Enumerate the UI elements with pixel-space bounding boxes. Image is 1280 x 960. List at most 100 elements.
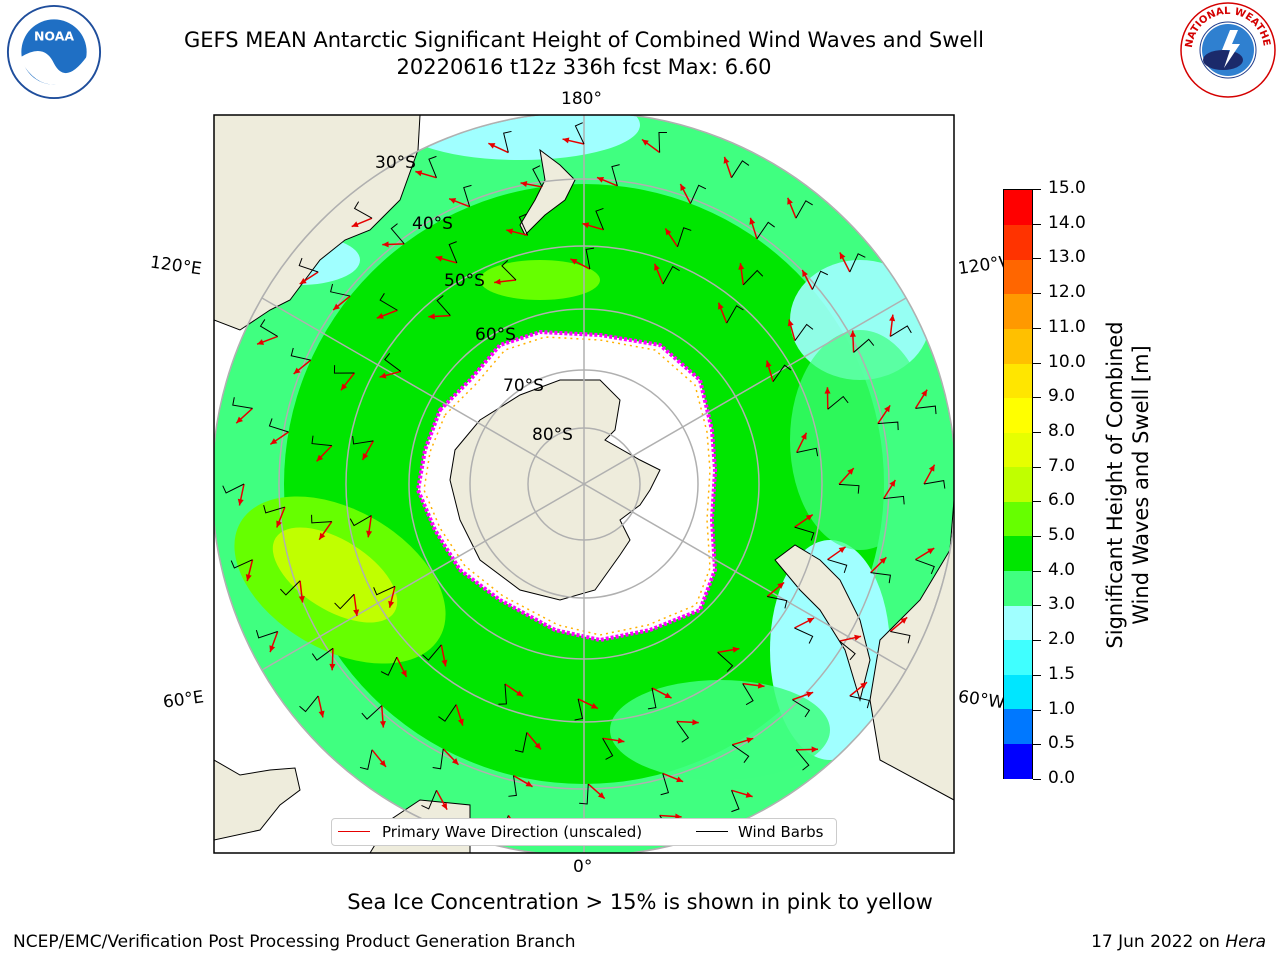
colorbar-segment [1004, 432, 1032, 468]
nws-logo: NATIONAL WEATHER SERVICE [1178, 0, 1276, 98]
wind-barb [232, 397, 253, 409]
colorbar-tick [1033, 605, 1041, 607]
wind-barb [795, 749, 810, 771]
colorbar-tick [1033, 674, 1041, 676]
wave-arrow-head [353, 609, 360, 617]
wave-arrow-head [802, 269, 808, 277]
wave-arrow-head [379, 372, 387, 379]
colorbar-tick [1033, 501, 1041, 503]
wave-arrow-head [839, 252, 846, 260]
wind-barb [438, 704, 457, 722]
wave-arrow-head [293, 367, 301, 374]
wind-barb [677, 227, 692, 247]
wave-arrow-head [765, 360, 772, 368]
colorbar-title-line1: Significant Height of Combined [1103, 321, 1127, 649]
wind-barb [731, 744, 750, 763]
colorbar-tick-label: 4.0 [1048, 559, 1076, 580]
wind-barb [890, 631, 911, 644]
wave-arrow-head [665, 228, 672, 236]
wave-arrow-head [319, 532, 326, 540]
lon-label-180: 180° [561, 89, 602, 109]
wave-arrow-head [732, 646, 740, 653]
wind-barb [349, 515, 372, 527]
wind-barb [731, 160, 750, 178]
wind-barb [731, 790, 740, 813]
wind-barb [838, 483, 860, 494]
wave-arrow-head [318, 710, 325, 718]
wind-barb [518, 213, 529, 236]
wave-arrow-head [516, 690, 524, 697]
legend-wind-label: Wind Barbs [738, 823, 824, 841]
wind-barb [795, 200, 813, 219]
wind-barb [333, 365, 355, 374]
wind-barb [373, 585, 396, 596]
colorbar-tick [1033, 397, 1041, 399]
wind-barb [915, 559, 935, 575]
wave-arrow-head [824, 387, 831, 394]
wave-arrow-head [745, 791, 753, 798]
colorbar-segment [1004, 639, 1032, 675]
wind-barb [883, 495, 905, 505]
wind-barb [290, 347, 311, 361]
land-masses [214, 115, 954, 853]
colorbar-tick-label: 6.0 [1048, 490, 1076, 511]
wave-arrow-head [811, 746, 818, 753]
wave-arrow-head [329, 663, 336, 671]
wave-arrow-head [449, 198, 457, 204]
colorbar-segment [1004, 190, 1032, 226]
wind-barb [255, 629, 278, 639]
wind-barb [595, 207, 604, 230]
wind-barb [839, 640, 856, 661]
wave-arrow-head [884, 405, 891, 413]
wave-arrow-head [451, 758, 459, 765]
wave-arrow-head [889, 479, 896, 487]
wind-barb [448, 241, 458, 264]
wave-arrow-head [400, 669, 407, 677]
wind-barb [853, 338, 875, 353]
wave-arrow-head [298, 595, 305, 603]
colorbar-tick-label: 7.0 [1048, 455, 1076, 476]
colorbar-tick-label: 14.0 [1048, 212, 1086, 233]
wave-arrow-head [520, 181, 528, 188]
wind-barb [792, 699, 811, 718]
lon-label-0: 0° [573, 857, 593, 877]
wave-arrow-head [366, 530, 373, 538]
wind-barb [827, 559, 848, 574]
map-legend: Primary Wave Direction (unscaled) Wind B… [331, 818, 837, 846]
colorbar-tick [1033, 362, 1041, 364]
wave-arrow-head [488, 143, 496, 149]
wind-barb [436, 295, 451, 316]
wave-arrow-head [270, 438, 278, 445]
colorbar-segment [1004, 535, 1032, 572]
wave-arrow-head [746, 737, 754, 744]
colorbar-segment [1004, 605, 1032, 641]
colorbar [1003, 189, 1033, 779]
wind-barb [422, 644, 442, 661]
wave-arrow-head [787, 197, 793, 205]
wind-barb [432, 748, 444, 770]
wind-barb [767, 596, 788, 609]
chart-title: GEFS MEAN Antarctic Significant Height o… [183, 28, 985, 52]
wind-barb [849, 695, 870, 709]
wave-arrow-head [441, 802, 448, 810]
colorbar-tick [1033, 466, 1041, 468]
colorbar-segment [1004, 501, 1032, 537]
graticule [214, 115, 954, 853]
wave-wind-vectors [222, 122, 946, 846]
colorbar-tick [1033, 744, 1041, 746]
wave-arrow-head [692, 719, 699, 726]
wind-barb [611, 164, 620, 187]
wind-barb [915, 405, 937, 415]
colorbar-tick-label: 0.0 [1048, 768, 1076, 788]
wave-arrow-head [382, 241, 389, 248]
colorbar-tick-label: 12.0 [1048, 282, 1086, 303]
wave-arrow-head [664, 692, 672, 699]
wind-barb [662, 265, 680, 285]
wind-barb [421, 790, 437, 810]
lat-label-30s: 30°S [375, 153, 416, 173]
colorbar-segment [1004, 328, 1032, 364]
lat-label-50s: 50°S [444, 271, 485, 291]
wave-arrow-head [376, 313, 384, 319]
colorbar-tick-label: 2.0 [1048, 629, 1076, 650]
